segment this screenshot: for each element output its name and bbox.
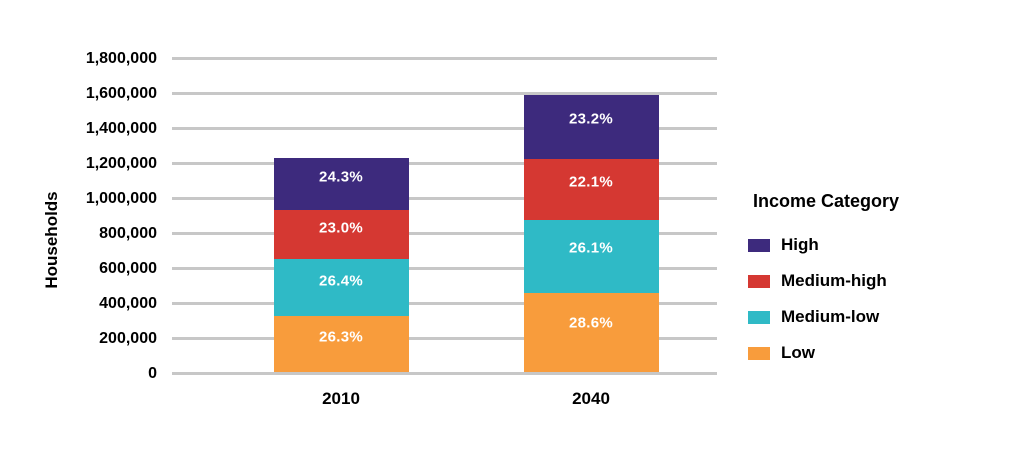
y-tick-label: 200,000	[99, 329, 157, 347]
gridline	[172, 337, 717, 340]
legend-items: High Medium-high Medium-low Low	[748, 235, 988, 363]
bar-2010: 24.3% 23.0% 26.4% 26.3%	[273, 157, 409, 372]
legend-item-low: Low	[748, 343, 988, 363]
legend-item-label: Medium-high	[781, 271, 887, 290]
bar-segment-high: 23.2%	[523, 94, 659, 159]
legend-swatch-icon	[748, 310, 770, 324]
bar-segment-medium-low: 26.4%	[273, 259, 409, 316]
legend-swatch-icon	[748, 346, 770, 360]
legend-item-label: Medium-low	[781, 307, 880, 326]
gridline	[172, 197, 717, 200]
y-tick-label: 400,000	[99, 294, 157, 312]
gridline	[172, 267, 717, 270]
legend-item-label: Low	[781, 343, 815, 362]
y-tick-label: 800,000	[99, 224, 157, 242]
gridline	[172, 232, 717, 235]
segment-percent-label: 24.3%	[318, 168, 364, 186]
y-tick-label: 1,800,000	[85, 49, 157, 67]
legend-item-medium-high: Medium-high	[748, 271, 988, 291]
legend-swatch-icon	[748, 238, 770, 252]
bar-segment-low: 26.3%	[273, 315, 409, 372]
x-tick-label: 2010	[322, 389, 360, 408]
legend-item-label: High	[781, 235, 819, 254]
gridline	[172, 92, 717, 95]
y-tick-label: 0	[148, 364, 157, 382]
gridline	[172, 372, 717, 375]
legend-item-medium-low: Medium-low	[748, 307, 988, 327]
legend-item-high: High	[748, 235, 988, 255]
legend-swatch-icon	[748, 274, 770, 288]
bar-segment-medium-high: 23.0%	[273, 209, 409, 260]
legend: Income Category High Medium-high Medium-lo…	[748, 191, 988, 363]
segment-percent-label: 26.3%	[318, 328, 364, 346]
legend-title: Income Category	[753, 191, 900, 211]
segment-percent-label: 26.1%	[568, 239, 614, 257]
segment-percent-label: 23.0%	[318, 219, 364, 237]
gridline	[172, 162, 717, 165]
segment-percent-label: 22.1%	[568, 173, 614, 191]
y-axis-title: Households	[42, 191, 61, 289]
gridline	[172, 302, 717, 305]
y-tick-label: 1,400,000	[85, 119, 157, 137]
bar-2040: 23.2% 22.1% 26.1% 28.6%	[523, 94, 659, 372]
segment-percent-label: 28.6%	[568, 314, 614, 332]
gridline	[172, 127, 717, 130]
bar-segment-low: 28.6%	[523, 292, 659, 372]
bar-segment-high: 24.3%	[273, 157, 409, 210]
y-tick-label: 1,200,000	[85, 154, 157, 172]
gridline	[172, 57, 717, 60]
y-tick-label: 1,600,000	[85, 84, 157, 102]
x-tick-label: 2040	[572, 389, 610, 408]
segment-percent-label: 23.2%	[568, 110, 614, 128]
y-tick-label: 600,000	[99, 259, 157, 277]
y-tick-label: 1,000,000	[85, 189, 157, 207]
bar-segment-medium-low: 26.1%	[523, 220, 659, 293]
segment-percent-label: 26.4%	[318, 272, 364, 290]
bar-segment-medium-high: 22.1%	[523, 158, 659, 221]
